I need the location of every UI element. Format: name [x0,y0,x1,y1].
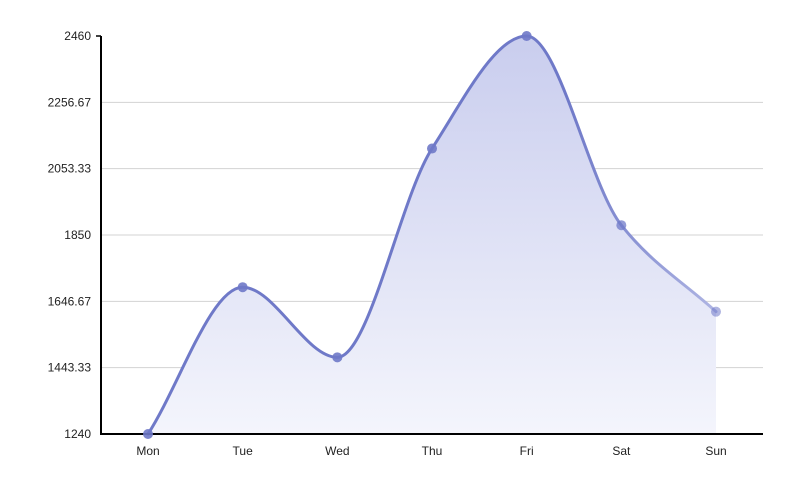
x-tick-label: Mon [136,444,159,458]
x-tick-label: Wed [325,444,349,458]
x-tick-label: Thu [422,444,443,458]
data-point [427,143,437,154]
data-point [143,429,153,439]
data-point [521,31,532,41]
y-tick-label: 2460 [64,29,91,43]
area-fill-layer [148,36,716,434]
data-point [237,282,248,293]
y-tick-label: 2256.67 [48,95,92,109]
x-tick-label: Sat [612,444,631,458]
y-tick-label: 1240 [64,427,91,441]
data-point [616,220,627,231]
x-tick-label: Sun [705,444,726,458]
axes [96,35,763,435]
x-tick-label: Fri [520,444,534,458]
y-tick-label: 1443.33 [48,361,92,375]
data-point [332,352,343,363]
y-tick-label: 1850 [64,228,91,242]
data-point [711,306,721,317]
x-tick-label: Tue [233,444,254,458]
y-tick-label: 2053.33 [48,162,92,176]
area-fill [148,36,716,434]
y-tick-label: 1646.67 [48,294,92,308]
tick-labels: 1240 1443.33 1646.67 1850 2053.33 2256.67 2460… [48,29,727,458]
data-points [143,31,721,439]
